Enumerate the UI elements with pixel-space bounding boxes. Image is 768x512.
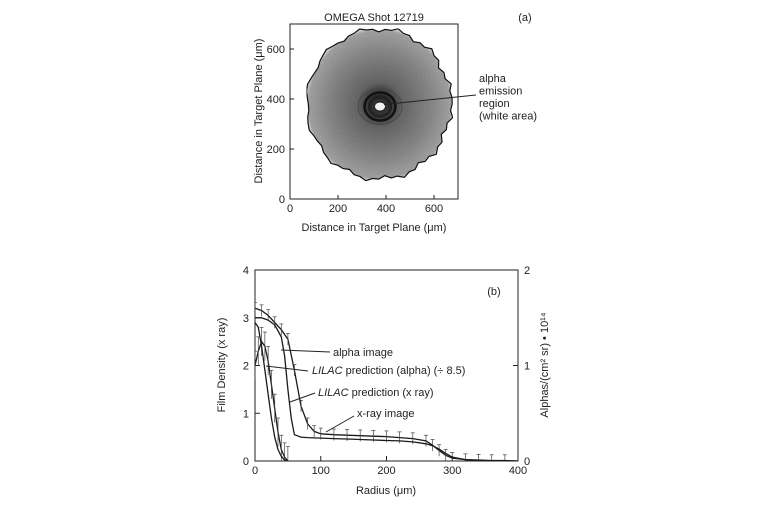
x-tick-label: 400 — [509, 465, 527, 477]
panel-a-xlabel: Distance in Target Plane (μm) — [302, 222, 447, 234]
y-tick-label: 2 — [243, 361, 249, 373]
x-tick-label: 300 — [443, 465, 461, 477]
y-tick-label: 400 — [267, 94, 285, 106]
panel-b-xlabel: Radius (μm) — [356, 485, 416, 497]
panel-b-tag: (b) — [487, 286, 500, 298]
annotation-leader — [265, 365, 309, 372]
panel-a-contour-image: OMEGA Shot 12719 (a) 0 200 400 600 0 200 400 60… — [253, 12, 537, 234]
annotation-line: (white area) — [479, 111, 537, 123]
y-tick-label: 1 — [243, 408, 249, 420]
y-tick-label: 3 — [243, 313, 249, 325]
annotation-line: alpha — [479, 73, 507, 85]
panel-b-ylabel-right: Alphas/(cm² sr) • 10¹⁴ — [539, 312, 551, 417]
annotation-leader — [325, 415, 355, 433]
annotation-label: alpha image — [333, 347, 393, 359]
x-tick-label: 0 — [252, 465, 258, 477]
x-tick-label: 0 — [287, 203, 293, 215]
annotation-pointer-line — [383, 94, 477, 105]
panel-b-series — [255, 302, 518, 461]
annotation-rest: prediction (alpha) (÷ 8.5) — [343, 365, 466, 377]
y-tick-label: 0 — [243, 456, 249, 468]
contour-ring — [367, 95, 393, 118]
x-tick-label: 400 — [377, 203, 395, 215]
y-tick-label: 0 — [279, 194, 285, 206]
x-tick-label: 200 — [377, 465, 395, 477]
alpha-emission-white-area — [375, 102, 385, 111]
contour-ring — [371, 99, 389, 114]
annotation-line: region — [479, 98, 510, 110]
panel-a-ticks: 0 200 400 600 0 200 400 600 — [267, 44, 444, 215]
annotation-leader — [289, 392, 316, 403]
y-tick-label: 4 — [243, 265, 249, 277]
series-lilac-prediction-alpha-8-5 — [255, 322, 289, 461]
y-right-tick-label: 2 — [524, 265, 530, 277]
panel-a-frame — [289, 23, 459, 200]
y-right-tick-label: 0 — [524, 456, 530, 468]
panel-a-ylabel: Distance in Target Plane (μm) — [253, 39, 265, 184]
panel-b-ylabel: Film Density (x ray) — [216, 318, 228, 413]
annotation-label: x-ray image — [357, 408, 414, 420]
annotation-rest: prediction (x ray) — [349, 387, 434, 399]
panel-a-tag: (a) — [518, 12, 531, 24]
panel-b-annotations: alpha image LILAC prediction (alpha) (÷ 8… — [265, 347, 465, 433]
x-tick-label: 200 — [329, 203, 347, 215]
annotation-italic: LILAC — [318, 387, 349, 399]
contour-ring — [363, 91, 397, 122]
y-tick-label: 200 — [267, 144, 285, 156]
x-tick-label: 100 — [312, 465, 330, 477]
series-lilac-prediction-x-ray — [255, 317, 518, 461]
panel-a-title: OMEGA Shot 12719 — [324, 12, 424, 24]
x-tick-label: 600 — [425, 203, 443, 215]
annotation-line: emission — [479, 86, 522, 98]
annotation-label: LILAC prediction (alpha) (÷ 8.5) — [312, 365, 465, 377]
annotation-leader — [280, 349, 331, 353]
image-blob — [305, 28, 454, 182]
y-right-tick-label: 1 — [524, 361, 530, 373]
contour-ring — [357, 88, 403, 125]
y-tick-label: 600 — [267, 44, 285, 56]
annotation-italic: LILAC — [312, 365, 343, 377]
annotation-label: LILAC prediction (x ray) — [318, 387, 434, 399]
